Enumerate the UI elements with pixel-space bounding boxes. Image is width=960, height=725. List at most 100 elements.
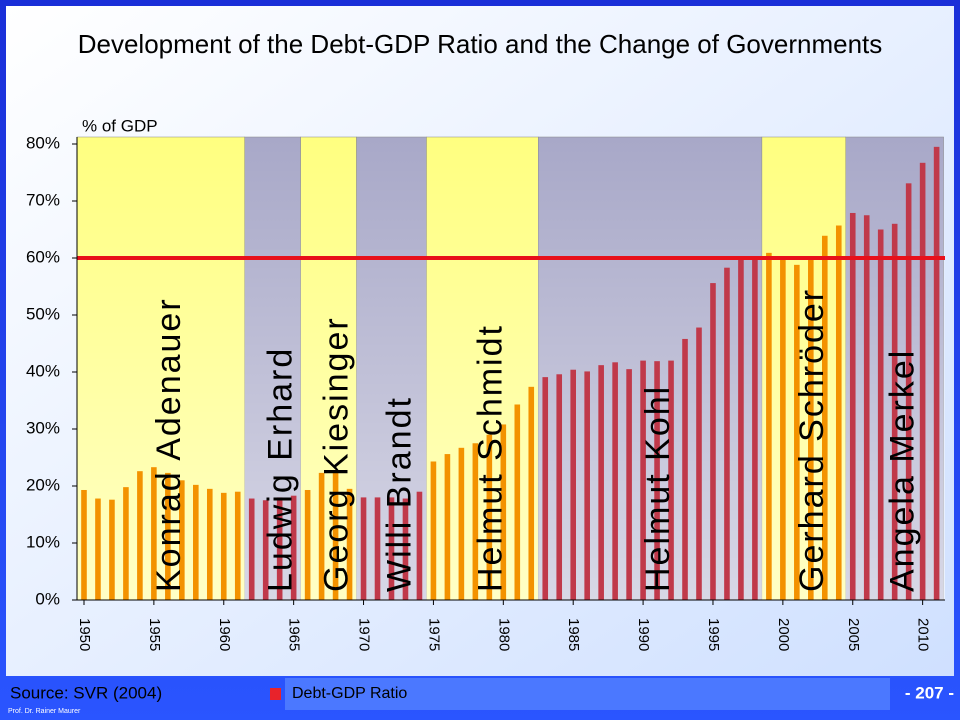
bar	[234, 491, 241, 600]
x-tick-label: 1990	[635, 618, 652, 651]
bar	[668, 360, 674, 600]
bar	[402, 498, 409, 600]
band-label: Helmut Kohl	[639, 385, 677, 592]
chart-title: Development of the Debt-GDP Ratio and th…	[78, 29, 883, 59]
bar	[500, 424, 507, 600]
bar	[374, 497, 381, 600]
bar	[654, 361, 660, 600]
x-tick-label: 1955	[146, 618, 163, 651]
x-tick-label: 2000	[775, 618, 792, 651]
bar	[220, 492, 227, 600]
bar	[430, 461, 437, 600]
bar	[542, 377, 549, 600]
bar	[766, 252, 772, 600]
bar	[151, 467, 157, 600]
x-tick-label: 1975	[425, 618, 442, 651]
bar	[95, 498, 101, 600]
band-label: Willi Brandt	[380, 396, 418, 592]
x-tick-label: 1950	[76, 618, 93, 651]
y-tick-label: 30%	[26, 418, 60, 437]
band-label: Gerhard Schröder	[793, 288, 831, 592]
bar	[81, 489, 87, 600]
bar	[388, 497, 395, 600]
bar	[891, 223, 898, 601]
bar	[248, 498, 255, 600]
bar	[556, 374, 563, 600]
y-tick-label: 0%	[35, 589, 60, 608]
bar	[905, 183, 912, 600]
y-tick-label: 80%	[26, 133, 60, 152]
bar	[193, 484, 199, 600]
bar	[304, 489, 311, 600]
bar	[584, 371, 590, 600]
bar	[514, 404, 521, 600]
y-tick-label: 70%	[26, 190, 60, 209]
bar	[738, 259, 744, 600]
bar	[724, 267, 730, 600]
page-number: - 207 -	[905, 683, 954, 702]
band-label: Angela Merkel	[884, 349, 922, 592]
bar	[360, 497, 367, 600]
x-tick-label: 1965	[286, 618, 303, 651]
bar	[332, 472, 339, 600]
bar	[570, 369, 576, 600]
legend-label: Debt-GDP Ratio	[292, 685, 407, 702]
y-tick-label: 10%	[26, 532, 60, 551]
bar	[109, 499, 115, 600]
bar	[458, 447, 465, 600]
bar	[179, 480, 185, 600]
x-tick-label: 1960	[216, 618, 233, 651]
bar	[472, 443, 479, 600]
bar	[849, 212, 856, 600]
y-tick-label: 50%	[26, 304, 60, 323]
bar	[626, 369, 632, 600]
bar	[710, 283, 716, 600]
bar	[794, 264, 800, 600]
bar	[262, 500, 269, 600]
y-tick-label: 40%	[26, 361, 60, 380]
author: Prof. Dr. Rainer Maurer	[8, 708, 81, 715]
bar	[318, 472, 325, 600]
bar	[682, 338, 688, 600]
band-label: Konrad Adenauer	[150, 297, 188, 592]
bar	[528, 386, 535, 600]
bar	[919, 162, 926, 600]
bar	[877, 229, 884, 600]
legend-box	[285, 678, 890, 710]
x-tick-label: 1995	[705, 618, 722, 651]
y-axis-label: % of GDP	[82, 116, 158, 135]
x-tick-label: 2010	[915, 618, 932, 651]
y-tick-label: 20%	[26, 475, 60, 494]
bar	[165, 472, 171, 600]
bar	[598, 365, 604, 600]
bar	[933, 146, 940, 600]
x-tick-label: 1980	[495, 618, 512, 651]
bar	[346, 488, 353, 600]
bar	[206, 488, 213, 600]
legend-swatch	[270, 688, 281, 700]
bar	[821, 235, 828, 600]
band-label: Helmut Schmidt	[471, 324, 509, 592]
bar	[752, 256, 758, 600]
band-label: Georg Kiesinger	[318, 316, 356, 592]
bar	[863, 215, 870, 600]
bar	[444, 454, 451, 600]
bar	[123, 487, 129, 600]
bar	[640, 360, 646, 600]
bar	[486, 434, 493, 600]
y-tick-label: 60%	[26, 247, 60, 266]
band-label: Ludwig Erhard	[262, 347, 300, 592]
bar	[696, 327, 702, 600]
source: Source: SVR (2004)	[10, 683, 162, 702]
x-tick-label: 2005	[845, 618, 862, 651]
bar	[612, 362, 618, 600]
bar	[835, 225, 842, 600]
bar	[276, 497, 283, 600]
bar	[416, 491, 423, 600]
x-tick-label: 1985	[565, 618, 582, 651]
bar	[780, 256, 786, 600]
bar	[137, 471, 143, 600]
bar	[808, 256, 814, 600]
x-tick-label: 1970	[356, 618, 373, 651]
